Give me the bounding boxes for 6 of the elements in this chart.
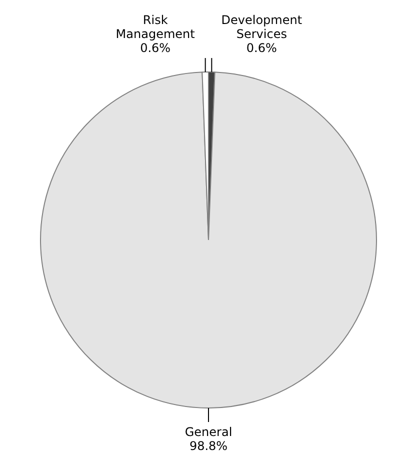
slice-label: General: [184, 425, 232, 439]
data-label: 0.6%: [246, 41, 277, 56]
slice-label: Development Services: [221, 13, 302, 42]
slice-label: Risk Management: [116, 13, 196, 42]
data-label: 98.8%: [189, 439, 228, 453]
data-label: 0.6%: [140, 41, 171, 56]
